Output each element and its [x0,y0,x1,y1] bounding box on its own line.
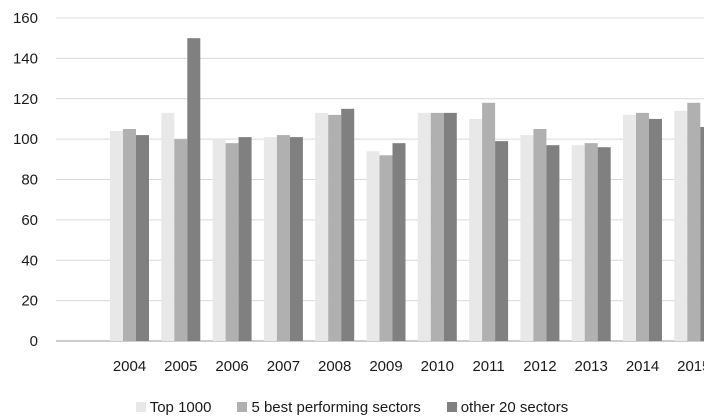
x-tick-label-2015: 2015 [677,358,704,375]
bar-other-20-sectors-2005 [187,38,201,341]
bar-other-20-sectors-2013 [597,147,611,341]
x-tick-label-2004: 2004 [113,358,146,375]
bar-5-best-performing-sectors-2004 [123,129,136,341]
x-tick-label-2007: 2007 [267,358,300,375]
bar-other-20-sectors-2012 [546,145,560,341]
bar-other-20-sectors-2011 [495,141,509,341]
legend-label-other-20-sectors: other 20 sectors [460,398,569,416]
y-tick-label-40: 40 [21,252,38,269]
bar-5-best-performing-sectors-2012 [533,129,547,341]
legend-swatch-5-best-performing-sectors [237,402,248,412]
bar-other-20-sectors-2015 [700,127,704,341]
bar-5-best-performing-sectors-2005 [174,139,188,341]
bars [110,38,704,342]
bar-5-best-performing-sectors-2010 [430,112,444,341]
x-tick-label-2012: 2012 [523,358,556,375]
bar-other-20-sectors-2004 [136,135,149,341]
x-tick-label-2011: 2011 [472,358,504,375]
y-tick-label-60: 60 [21,212,38,229]
bar-5-best-performing-sectors-2009 [379,155,393,341]
y-tick-label-140: 140 [13,50,38,67]
x-tick-label-2009: 2009 [369,358,402,375]
bar-top-1000-2015 [674,110,688,341]
bar-top-1000-2011 [469,118,483,341]
y-tick-label-120: 120 [13,91,38,108]
bar-5-best-performing-sectors-2015 [687,102,701,341]
x-tick-label-2013: 2013 [575,358,608,375]
bar-top-1000-2012 [520,135,534,341]
legend-label-5-best-performing-sectors: 5 best performing sectors [251,398,421,416]
bar-other-20-sectors-2009 [392,143,406,341]
bar-top-1000-2014 [623,114,636,342]
y-tick-label-80: 80 [21,172,38,189]
legend: Top 1000 5 best performing sectors other… [0,397,704,417]
bar-other-20-sectors-2006 [238,137,252,341]
bar-top-1000-2013 [571,145,585,341]
bar-top-1000-2008 [315,112,329,341]
bar-top-1000-2007 [263,137,277,341]
legend-item-5-best-performing-sectors: 5 best performing sectors [237,398,421,416]
bar-other-20-sectors-2014 [649,118,662,341]
bar-5-best-performing-sectors-2008 [328,114,342,342]
x-tick-label-2008: 2008 [318,358,351,375]
x-axis-tick-labels: 2004 2005 2006 2007 2008 2009 2010 2011 2012 2013… [113,358,704,375]
x-tick-label-2006: 2006 [215,358,248,375]
y-tick-label-20: 20 [21,293,38,310]
x-tick-label-2010: 2010 [421,358,454,375]
bar-top-1000-2009 [366,151,380,341]
y-axis-tick-labels: 0 20 40 60 80 100 120 140 160 [13,10,38,350]
y-tick-label-100: 100 [13,131,38,148]
y-tick-label-160: 160 [13,10,38,27]
bar-other-20-sectors-2007 [289,137,303,341]
legend-swatch-top-1000 [135,402,146,412]
bar-5-best-performing-sectors-2006 [225,143,239,341]
bar-top-1000-2006 [212,139,226,341]
bar-other-20-sectors-2010 [443,112,457,341]
bar-other-20-sectors-2008 [341,108,355,341]
y-tick-label-0: 0 [30,333,38,350]
legend-item-top-1000: Top 1000 [135,398,212,416]
x-tick-label-2005: 2005 [164,358,197,375]
x-tick-label-2014: 2014 [626,358,659,375]
bar-top-1000-2010 [417,112,431,341]
bar-5-best-performing-sectors-2007 [276,135,290,341]
legend-swatch-other-20-sectors [446,402,457,412]
bar-5-best-performing-sectors-2011 [482,102,496,341]
bar-5-best-performing-sectors-2013 [584,143,598,341]
legend-label-top-1000: Top 1000 [149,398,212,416]
bar-5-best-performing-sectors-2014 [636,112,649,341]
bar-top-1000-2005 [161,112,175,341]
bar-top-1000-2004 [110,131,123,341]
legend-item-other-20-sectors: other 20 sectors [446,398,569,416]
